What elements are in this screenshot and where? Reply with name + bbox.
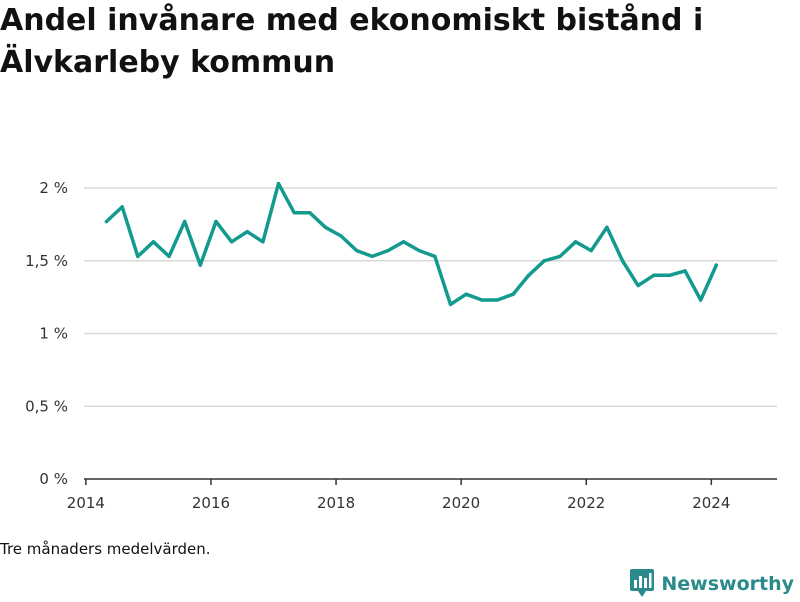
data-point (323, 225, 328, 229)
data-point (167, 254, 171, 259)
data-point (214, 219, 218, 224)
x-tick-label: 2018 (317, 494, 355, 512)
data-point (104, 219, 109, 224)
chart-footnote: Tre månaders medelvärden. (0, 540, 211, 558)
data-point (339, 234, 343, 238)
y-tick-label: 0,5 % (25, 397, 68, 415)
data-point (589, 248, 593, 253)
data-point (667, 273, 672, 277)
data-point (386, 248, 390, 253)
data-point (620, 259, 625, 263)
series-line-0 (104, 181, 719, 307)
x-tick-label: 2014 (67, 494, 105, 512)
data-point (480, 298, 484, 302)
data-point (526, 273, 531, 277)
data-point (464, 292, 468, 296)
data-point (698, 298, 703, 302)
data-point (245, 229, 249, 234)
data-point (182, 219, 187, 224)
data-point (229, 240, 234, 244)
y-tick-label: 2 % (39, 179, 68, 197)
chart-title: Andel invånare med ekonomiskt bistånd i … (0, 3, 704, 80)
data-point (558, 254, 562, 259)
x-tick-label: 2020 (442, 494, 480, 512)
y-axis-tick-labels: 0 % 0,5 % 1 % 1,5 % 2 % (25, 179, 68, 488)
data-point (401, 240, 406, 244)
data-point (370, 254, 375, 259)
data-point (292, 211, 296, 215)
data-point (433, 254, 437, 259)
data-point (636, 283, 640, 288)
x-tick-label: 2024 (692, 494, 730, 512)
y-tick-label: 0 % (39, 470, 68, 488)
data-point (448, 302, 453, 307)
series-group (104, 181, 719, 307)
data-point (511, 292, 515, 296)
bar-chart-bubble-icon (629, 566, 655, 602)
data-point (573, 240, 578, 244)
data-point (495, 298, 500, 302)
brand-name: Newsworthy (661, 573, 794, 595)
data-point (605, 225, 609, 229)
data-point (683, 269, 687, 273)
x-axis (84, 478, 777, 485)
x-tick-label: 2022 (567, 494, 605, 512)
x-tick-label: 2016 (192, 494, 230, 512)
brand-logo[interactable]: Newsworthy (629, 568, 794, 600)
x-axis-tick-labels: 2014 2016 2018 2020 2022 2024 (67, 494, 731, 512)
data-point (261, 240, 265, 244)
data-point (308, 211, 312, 215)
data-point (714, 263, 719, 267)
data-point (542, 259, 547, 263)
data-point (120, 205, 124, 209)
y-tick-label: 1,5 % (25, 252, 68, 270)
data-point (136, 254, 140, 259)
data-point (417, 248, 421, 253)
data-point (198, 263, 203, 267)
data-point (276, 181, 281, 186)
data-point (354, 248, 359, 253)
y-tick-label: 1 % (39, 325, 68, 343)
data-point (652, 273, 656, 277)
gridlines (84, 187, 777, 407)
data-point (151, 240, 156, 244)
